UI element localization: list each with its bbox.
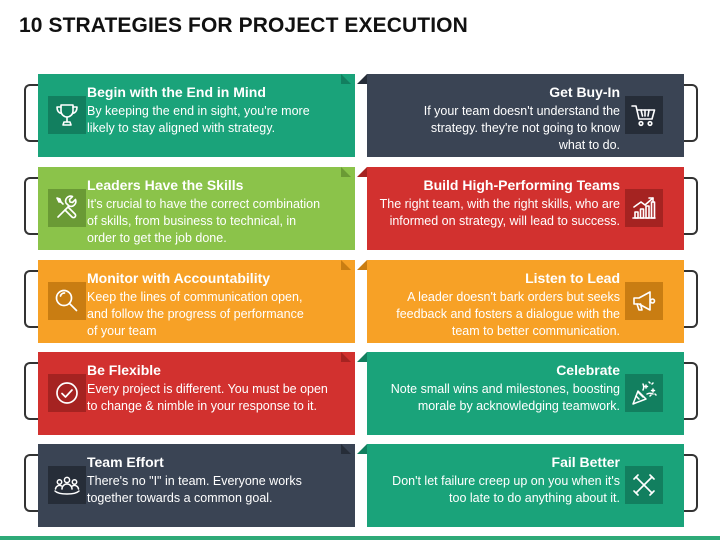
card-bracket xyxy=(683,362,698,420)
card-body xyxy=(38,167,355,250)
tools-icon xyxy=(48,189,86,227)
card-bracket xyxy=(24,362,39,420)
megaphone-icon xyxy=(625,282,663,320)
card-fold xyxy=(341,444,351,454)
strategy-card-monitor: Monitor with Accountability Keep the lin… xyxy=(24,260,355,343)
card-fold xyxy=(341,260,351,270)
card-bracket xyxy=(24,270,39,328)
card-description: There's no "I" in team. Everyone works t… xyxy=(87,474,302,505)
card-heading: Begin with the End in Mind xyxy=(87,84,266,100)
strategy-card-leaders-skills: Leaders Have the Skills It's crucial to … xyxy=(24,167,355,250)
cross-icon xyxy=(625,466,663,504)
card-heading: Fail Better xyxy=(551,454,620,470)
party-popper-icon xyxy=(625,374,663,412)
card-heading: Team Effort xyxy=(87,454,164,470)
shopping-cart-icon xyxy=(625,96,663,134)
strategy-card-celebrate: Celebrate Note small wins and milestones… xyxy=(357,352,698,435)
card-description: By keeping the end in sight, you're more… xyxy=(87,104,310,135)
card-fold xyxy=(341,352,351,362)
card-heading: Monitor with Accountability xyxy=(87,270,271,286)
card-fold xyxy=(357,352,367,362)
card-fold xyxy=(341,74,351,84)
page-title: 10 STRATEGIES FOR PROJECT EXECUTION xyxy=(19,14,468,37)
card-heading: Leaders Have the Skills xyxy=(87,177,244,193)
checkmark-icon xyxy=(48,374,86,412)
strategy-card-listen-to-lead: Listen to Lead A leader doesn't bark ord… xyxy=(357,260,698,343)
strategy-card-fail-better: Fail Better Don't let failure creep up o… xyxy=(357,444,698,527)
magnifier-icon xyxy=(48,282,86,320)
strategy-card-be-flexible: Be Flexible Every project is different. … xyxy=(24,352,355,435)
card-bracket xyxy=(683,270,698,328)
growth-chart-icon xyxy=(625,189,663,227)
card-fold xyxy=(357,167,367,177)
strategy-card-begin-with-end: Begin with the End in Mind By keeping th… xyxy=(24,74,355,157)
card-description: The right team, with the right skills, w… xyxy=(379,197,620,228)
card-body xyxy=(38,260,355,343)
card-description: It's crucial to have the correct combina… xyxy=(87,197,321,245)
card-fold xyxy=(341,167,351,177)
bottom-accent-bar xyxy=(0,536,720,540)
card-heading: Celebrate xyxy=(556,362,620,378)
card-heading: Get Buy-In xyxy=(549,84,620,100)
card-bracket xyxy=(24,177,39,235)
card-description: Keep the lines of communication open, an… xyxy=(87,290,304,338)
card-body xyxy=(38,352,355,435)
strategy-card-team-effort: Team Effort There's no "I" in team. Ever… xyxy=(24,444,355,527)
card-description: Don't let failure creep up on you when i… xyxy=(392,474,620,505)
strategy-card-get-buy-in: Get Buy-In If your team doesn't understa… xyxy=(357,74,698,157)
strategy-card-high-performing-teams: Build High-Performing Teams The right te… xyxy=(357,167,698,250)
card-body xyxy=(38,74,355,157)
card-description: Note small wins and milestones, boosting… xyxy=(390,382,620,413)
team-icon xyxy=(48,466,86,504)
card-description: If your team doesn't understand the stra… xyxy=(423,104,620,152)
card-bracket xyxy=(683,84,698,142)
card-heading: Be Flexible xyxy=(87,362,161,378)
card-body xyxy=(38,444,355,527)
card-bracket xyxy=(683,177,698,235)
card-fold xyxy=(357,74,367,84)
card-description: A leader doesn't bark orders but seeks f… xyxy=(396,290,620,338)
card-fold xyxy=(357,260,367,270)
card-bracket xyxy=(683,454,698,512)
card-description: Every project is different. You must be … xyxy=(87,382,328,413)
card-heading: Listen to Lead xyxy=(525,270,620,286)
card-heading: Build High-Performing Teams xyxy=(423,177,620,193)
trophy-icon xyxy=(48,96,86,134)
card-bracket xyxy=(24,454,39,512)
card-fold xyxy=(357,444,367,454)
card-bracket xyxy=(24,84,39,142)
